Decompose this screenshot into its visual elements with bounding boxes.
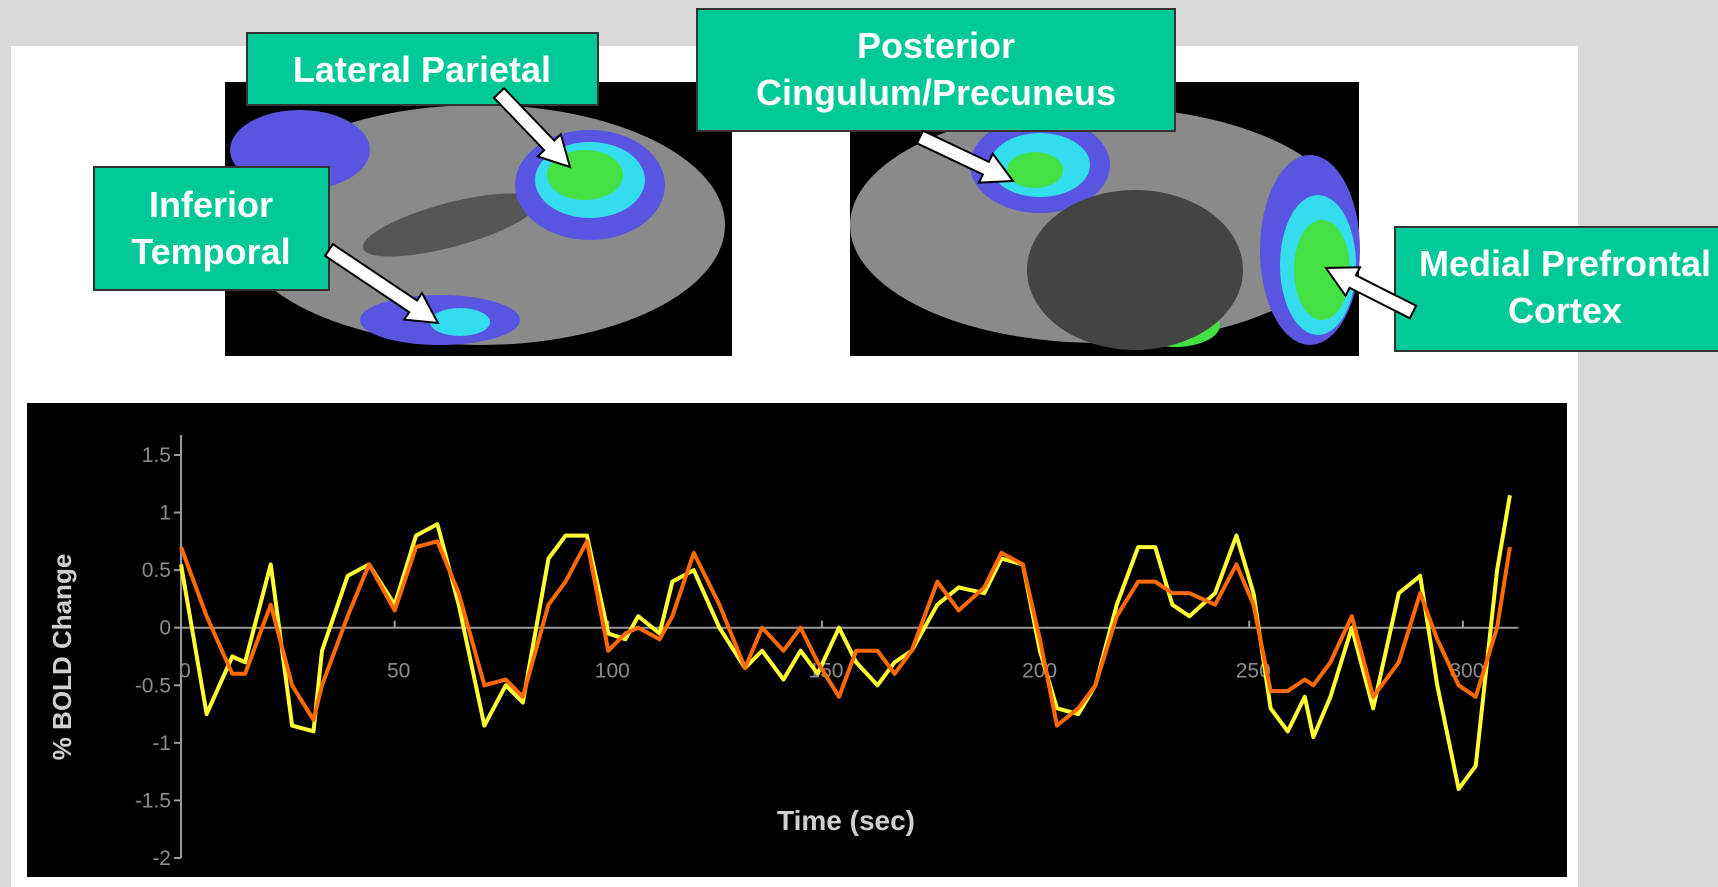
y-tick-label: -1 [152, 732, 171, 755]
y-tick-label: -0.5 [135, 674, 171, 697]
page: -2-1.5-1-0.500.511.5050100150200250300% … [0, 0, 1718, 887]
y-tick-label: 0 [159, 617, 171, 640]
x-tick-label: 100 [595, 660, 630, 683]
y-tick-label: 1.5 [142, 444, 171, 467]
x-tick-label: 0 [179, 660, 191, 683]
y-tick-label: -1.5 [135, 789, 171, 812]
slide: -2-1.5-1-0.500.511.5050100150200250300% … [0, 0, 1718, 887]
annotation: Lateral Parietal [293, 49, 551, 90]
y-tick-label: 0.5 [142, 559, 171, 582]
x-axis-title: Time (sec) [777, 805, 915, 836]
x-tick-label: 200 [1022, 660, 1057, 683]
y-tick-label: 1 [159, 502, 171, 525]
y-tick-label: -2 [152, 847, 171, 870]
x-tick-label: 50 [387, 660, 410, 683]
y-axis-title: % BOLD Change [47, 554, 77, 761]
